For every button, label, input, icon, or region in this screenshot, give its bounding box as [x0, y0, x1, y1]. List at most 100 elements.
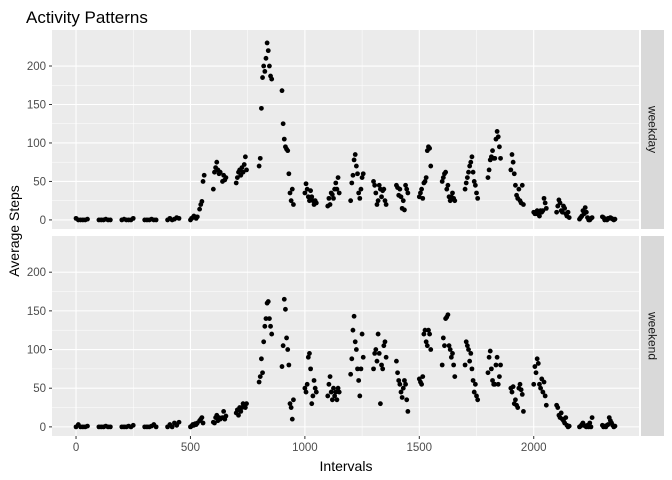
data-point [405, 190, 411, 196]
y-tick-label: 100 [27, 138, 46, 150]
data-point [469, 366, 475, 372]
data-point [543, 205, 549, 211]
data-point [291, 397, 296, 403]
y-tick-label: 0 [40, 215, 46, 227]
data-point [358, 186, 364, 192]
data-point [462, 362, 468, 368]
data-point [268, 323, 273, 329]
data-point [348, 371, 354, 377]
data-point [217, 169, 223, 175]
data-point [372, 351, 378, 356]
data-point [312, 385, 318, 391]
data-point [452, 198, 458, 204]
data-point [383, 354, 389, 360]
data-point [440, 335, 446, 341]
data-point [304, 381, 310, 387]
data-point [542, 393, 548, 399]
data-point [497, 374, 502, 380]
data-point [382, 339, 388, 345]
data-point [440, 175, 446, 180]
data-point [210, 186, 216, 192]
data-point [258, 105, 264, 111]
data-point [374, 202, 380, 207]
data-point [450, 190, 455, 196]
data-point [265, 299, 271, 304]
y-tick-label: 50 [33, 383, 46, 395]
data-point [376, 182, 382, 188]
facet-panel-weekend: 0 50 100 150 200 weekend [27, 236, 664, 436]
data-point [422, 179, 428, 184]
data-point [242, 154, 248, 160]
data-point [371, 366, 376, 372]
data-point [289, 186, 295, 192]
data-point [448, 354, 454, 360]
x-tick-label: 1500 [407, 442, 433, 454]
data-point [194, 214, 200, 220]
chart-title: Activity Patterns [26, 8, 148, 27]
data-point [554, 209, 560, 215]
data-point [518, 387, 524, 393]
data-point [488, 366, 494, 372]
data-point [517, 381, 523, 387]
data-point [582, 205, 588, 211]
data-point [422, 327, 428, 333]
data-point [302, 190, 308, 196]
data-point [280, 121, 286, 127]
data-point [357, 393, 363, 399]
data-point [355, 366, 360, 372]
data-point [424, 343, 430, 349]
data-point [352, 339, 358, 345]
data-point [85, 423, 90, 429]
data-point [475, 397, 481, 403]
data-point [267, 63, 272, 69]
data-point [379, 194, 384, 200]
data-point [285, 148, 291, 154]
data-point [176, 419, 182, 425]
x-axis-title: Intervals [320, 458, 373, 474]
data-point [471, 179, 477, 184]
data-point [426, 327, 431, 333]
data-point [444, 186, 450, 192]
data-point [371, 179, 376, 184]
data-point [427, 331, 433, 337]
data-point [169, 424, 175, 430]
data-point [107, 424, 113, 430]
data-point [589, 215, 595, 221]
data-point [349, 356, 355, 362]
data-point [531, 381, 537, 387]
data-point [446, 343, 452, 349]
data-point [327, 202, 333, 207]
data-point [199, 415, 205, 420]
data-point [283, 306, 288, 312]
data-point [419, 381, 424, 387]
data-point [261, 339, 267, 345]
data-point [269, 331, 275, 337]
data-point [439, 179, 445, 184]
data-point [289, 416, 295, 422]
data-point [260, 75, 265, 80]
y-tick-label: 100 [27, 345, 46, 357]
data-point [510, 384, 516, 390]
data-point [279, 88, 285, 94]
data-point [285, 347, 291, 352]
data-point [467, 358, 473, 364]
data-point [291, 202, 296, 207]
data-point [428, 347, 434, 352]
data-point [475, 195, 481, 201]
data-point [562, 205, 568, 211]
data-point [532, 364, 538, 369]
data-point [472, 381, 478, 387]
data-point [399, 395, 405, 400]
data-point [263, 55, 269, 61]
data-point [402, 207, 407, 213]
data-point [474, 190, 479, 196]
data-point [462, 186, 468, 192]
data-point [288, 405, 294, 410]
data-point [221, 409, 227, 414]
data-point [331, 195, 336, 201]
data-point [256, 379, 262, 385]
data-point [486, 354, 492, 360]
data-point [427, 145, 433, 151]
data-point [234, 175, 240, 180]
data-point [197, 206, 203, 212]
